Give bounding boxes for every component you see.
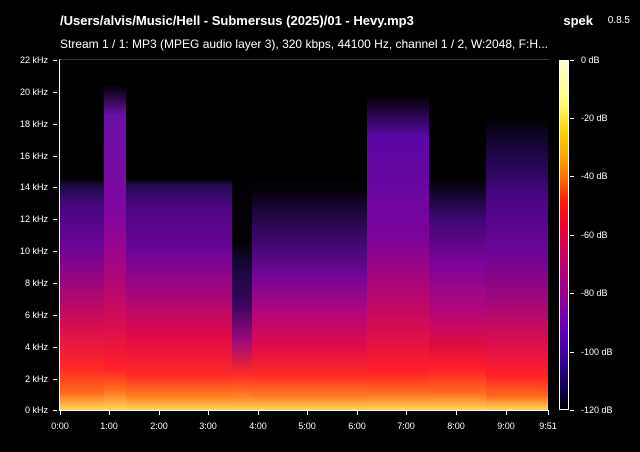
active-segment	[104, 60, 126, 410]
bright-segment	[367, 60, 429, 410]
frequency-tick	[53, 315, 57, 316]
db-tick	[570, 352, 574, 353]
time-label: 5:00	[298, 421, 316, 431]
time-tick	[456, 411, 457, 415]
time-label: 2:00	[150, 421, 168, 431]
frequency-label: 20 kHz	[19, 87, 48, 97]
stream-info: Stream 1 / 1: MP3 (MPEG audio layer 3), …	[60, 37, 549, 51]
frequency-tick	[53, 60, 57, 61]
frequency-tick	[53, 410, 57, 411]
time-tick	[60, 411, 61, 415]
frequency-label: 0 kHz	[24, 405, 48, 415]
app-version: 0.8.5	[607, 15, 630, 26]
db-label: -100 dB	[581, 347, 613, 357]
frequency-label: 2 kHz	[24, 374, 48, 384]
low-energy-segment	[60, 60, 104, 410]
time-tick	[406, 411, 407, 415]
frequency-label: 18 kHz	[19, 119, 48, 129]
mid-energy-segment	[126, 60, 232, 410]
db-tick	[570, 60, 574, 61]
high-energy-segment	[429, 60, 486, 410]
time-tick	[159, 411, 160, 415]
frequency-tick	[53, 283, 57, 284]
db-label: 0 dB	[581, 55, 600, 65]
db-label: -40 dB	[581, 171, 608, 181]
frequency-label: 12 kHz	[19, 214, 48, 224]
dark-gap-segment	[232, 60, 252, 410]
frequency-label: 22 kHz	[19, 55, 48, 65]
time-label: 7:00	[397, 421, 415, 431]
app-name: spek	[563, 13, 593, 28]
frequency-tick	[53, 187, 57, 188]
db-tick	[570, 293, 574, 294]
frequency-label: 14 kHz	[19, 182, 48, 192]
frequency-label: 6 kHz	[24, 310, 48, 320]
frequency-tick	[53, 379, 57, 380]
time-tick	[357, 411, 358, 415]
frequency-tick	[53, 347, 57, 348]
frequency-tick	[53, 156, 57, 157]
db-label: -120 dB	[581, 405, 613, 415]
tail-segment	[486, 60, 548, 410]
time-tick	[307, 411, 308, 415]
frequency-tick	[53, 92, 57, 93]
time-label: 4:00	[249, 421, 267, 431]
mid-energy-segment	[252, 60, 367, 410]
time-label: 1:00	[100, 421, 118, 431]
file-title: /Users/alvis/Music/Hell - Submersus (202…	[60, 13, 414, 28]
db-tick	[570, 176, 574, 177]
frequency-label: 4 kHz	[24, 342, 48, 352]
time-tick	[258, 411, 259, 415]
time-tick	[109, 411, 110, 415]
frequency-tick	[53, 251, 57, 252]
decibel-colorbar	[559, 60, 569, 410]
time-tick	[208, 411, 209, 415]
db-label: -20 dB	[581, 113, 608, 123]
time-label: 9:51	[539, 421, 557, 431]
db-tick	[570, 118, 574, 119]
frequency-tick	[53, 124, 57, 125]
time-tick	[506, 411, 507, 415]
time-label: 0:00	[51, 421, 69, 431]
frequency-label: 8 kHz	[24, 278, 48, 288]
time-label: 3:00	[199, 421, 217, 431]
time-label: 8:00	[447, 421, 465, 431]
db-tick	[570, 235, 574, 236]
db-label: -60 dB	[581, 230, 608, 240]
time-tick	[548, 411, 549, 415]
frequency-label: 16 kHz	[19, 151, 48, 161]
time-label: 9:00	[497, 421, 515, 431]
frequency-label: 10 kHz	[19, 246, 48, 256]
frequency-axis: 22 kHz 20 kHz 18 kHz 16 kHz 14 kHz 12 kH…	[0, 0, 58, 452]
time-label: 6:00	[348, 421, 366, 431]
db-label: -80 dB	[581, 288, 608, 298]
frequency-tick	[53, 219, 57, 220]
db-tick	[570, 410, 574, 411]
spectrogram-plot	[60, 60, 548, 410]
spectrogram-frame	[59, 59, 549, 411]
time-axis: 0:00 1:00 2:00 3:00 4:00 5:00 6:00 7:00 …	[0, 410, 640, 452]
